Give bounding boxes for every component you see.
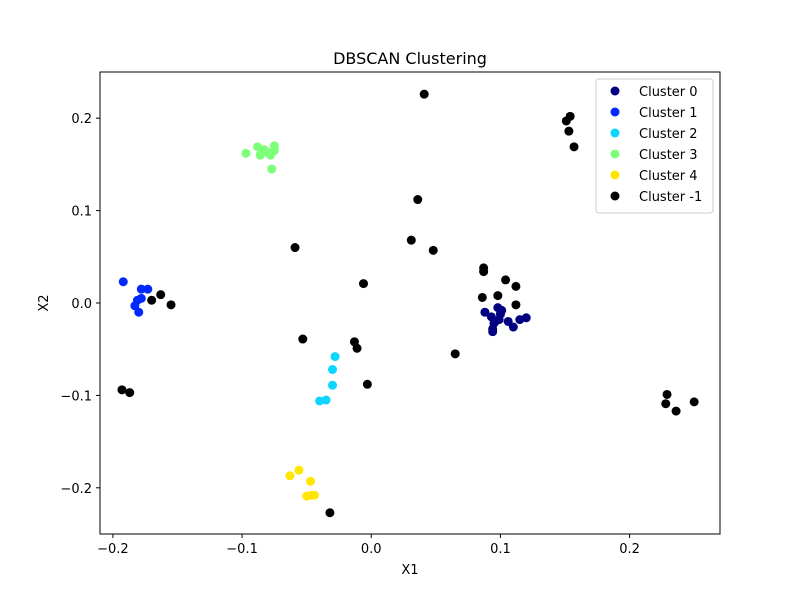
point-series-5-24 (671, 406, 681, 416)
point-series-4-0 (285, 471, 295, 481)
point-series-0-12 (488, 327, 498, 337)
point-series-2-0 (330, 352, 340, 362)
legend-label-2: Cluster 2 (639, 127, 698, 142)
point-series-5-22 (662, 389, 672, 399)
point-series-1-6 (134, 307, 144, 317)
legend-label-5: Cluster -1 (639, 190, 702, 205)
point-series-0-0 (480, 307, 490, 317)
y-tick-label-0: −0.2 (60, 482, 92, 497)
point-series-5-29 (117, 385, 127, 395)
point-series-2-2 (328, 380, 337, 390)
data-points (117, 89, 699, 518)
point-series-5-17 (511, 300, 521, 310)
point-series-1-1 (136, 284, 146, 294)
point-series-5-3 (428, 245, 438, 255)
point-series-5-0 (419, 89, 429, 99)
point-series-5-9 (362, 379, 372, 389)
legend-marker-2 (610, 128, 620, 138)
y-axis-ticks: −0.2 −0.1 0.0 0.1 0.2 (60, 112, 100, 497)
point-series-3-7 (255, 150, 265, 160)
legend-label-3: Cluster 3 (639, 148, 698, 163)
legend-marker-3 (610, 149, 620, 159)
point-series-2-1 (328, 365, 337, 375)
point-series-5-8 (352, 343, 362, 353)
x-tick-label-2: 0.0 (361, 542, 382, 557)
point-series-5-13 (477, 292, 487, 302)
point-series-5-4 (290, 243, 300, 253)
point-series-3-6 (266, 150, 275, 160)
point-series-3-8 (267, 164, 277, 174)
point-series-0-11 (521, 313, 531, 323)
point-series-4-1 (294, 465, 304, 475)
point-series-5-23 (661, 399, 671, 409)
point-series-5-19 (565, 111, 575, 121)
point-series-1-0 (118, 277, 128, 287)
y-tick-label-3: 0.1 (71, 205, 92, 220)
point-series-5-20 (564, 126, 574, 136)
legend-label-0: Cluster 0 (639, 85, 698, 100)
point-series-5-26 (156, 290, 166, 300)
point-series-0-5 (497, 305, 507, 315)
point-series-0-13 (494, 315, 504, 325)
legend-box (595, 78, 714, 214)
y-tick-label-2: 0.0 (71, 297, 92, 312)
point-series-0-9 (508, 322, 518, 332)
legend-label-1: Cluster 1 (639, 106, 698, 121)
legend-label-4: Cluster 4 (639, 169, 698, 184)
point-series-5-14 (493, 291, 503, 301)
point-series-4-5 (309, 490, 319, 500)
point-series-5-1 (413, 195, 423, 205)
point-series-5-6 (298, 334, 308, 344)
point-series-5-5 (359, 279, 368, 289)
point-series-4-4 (302, 491, 312, 501)
point-series-5-27 (147, 295, 157, 305)
y-tick-label-4: 0.2 (71, 112, 92, 127)
legend: Cluster 0 Cluster 1 Cluster 2 Cluster 3 Clus… (595, 78, 714, 214)
x-tick-label-0: −0.2 (97, 542, 129, 557)
point-series-5-31 (325, 508, 335, 518)
point-series-1-2 (143, 284, 153, 294)
y-tick-label-1: −0.1 (60, 389, 92, 404)
point-series-5-16 (511, 281, 521, 291)
y-axis-label: X2 (37, 294, 52, 311)
point-series-2-4 (315, 396, 325, 406)
point-series-5-15 (501, 275, 511, 285)
point-series-5-12 (479, 267, 489, 277)
point-series-3-0 (241, 148, 251, 158)
x-tick-label-4: 0.2 (619, 542, 640, 557)
point-series-5-10 (450, 349, 460, 359)
point-series-5-2 (406, 235, 416, 245)
legend-marker-1 (610, 107, 620, 117)
x-axis-label: X1 (401, 563, 418, 578)
chart-title: DBSCAN Clustering (333, 49, 487, 68)
point-series-5-25 (689, 397, 699, 407)
point-series-5-30 (125, 388, 135, 398)
legend-marker-5 (610, 191, 620, 201)
point-series-4-2 (306, 476, 316, 486)
legend-marker-0 (610, 86, 620, 96)
x-tick-label-3: 0.1 (490, 542, 511, 557)
x-axis-ticks: −0.2 −0.1 0.0 0.1 0.2 (97, 534, 640, 557)
point-series-5-28 (166, 300, 176, 310)
legend-marker-4 (610, 170, 620, 180)
x-tick-label-1: −0.1 (226, 542, 258, 557)
point-series-1-5 (130, 301, 140, 311)
point-series-5-21 (569, 142, 579, 152)
